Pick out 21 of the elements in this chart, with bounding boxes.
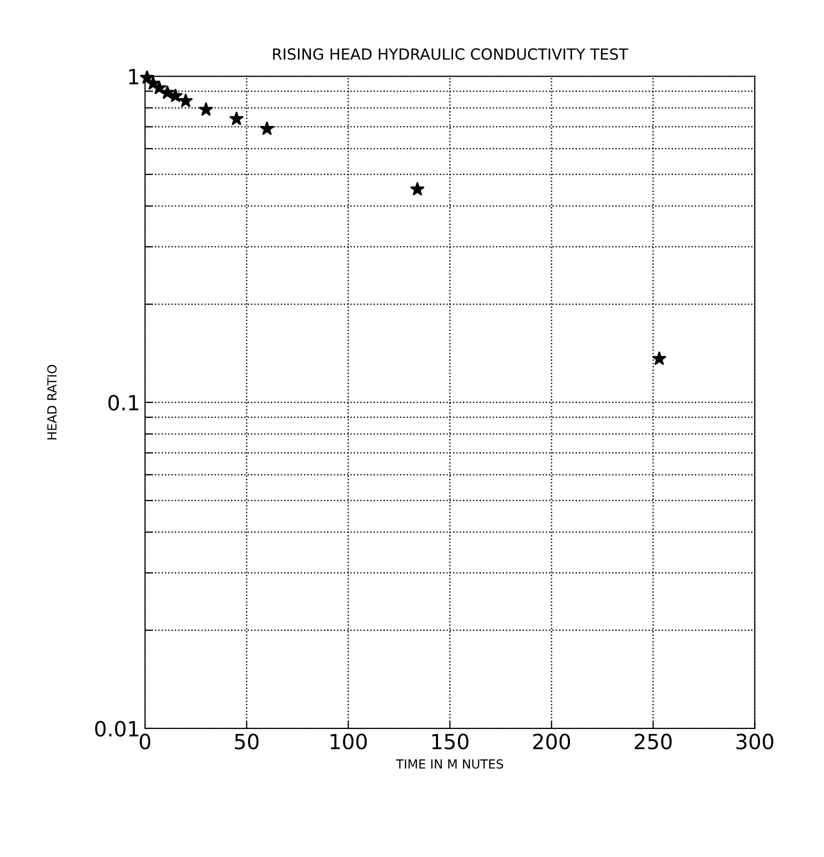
point [178, 93, 193, 108]
x-tick-label: 250 [634, 734, 672, 750]
chart-title: RISING HEAD HYDRAULIC CONDUCTIVITY TEST [273, 48, 628, 60]
y-tick-label: 1 [129, 69, 138, 84]
x-tick-label: 300 [736, 734, 774, 750]
x-tick-label: 150 [432, 734, 468, 750]
point [410, 182, 425, 196]
y-axis-title: HEAD RATIO [47, 364, 57, 440]
point [229, 111, 244, 126]
x-tick-label: 200 [533, 734, 570, 750]
x-tick-label: 0 [140, 734, 150, 750]
x-tick-label: 100 [330, 734, 367, 750]
point [140, 70, 154, 84]
x-tick-label: 50 [235, 734, 259, 750]
y-tick-label: 0.01 [95, 720, 138, 737]
y-tick-label: 0.1 [108, 394, 138, 411]
point [198, 102, 214, 116]
point [152, 80, 167, 94]
x-axis-title: TIME IN M NUTES [396, 759, 504, 769]
point [260, 121, 274, 136]
point [652, 351, 667, 366]
